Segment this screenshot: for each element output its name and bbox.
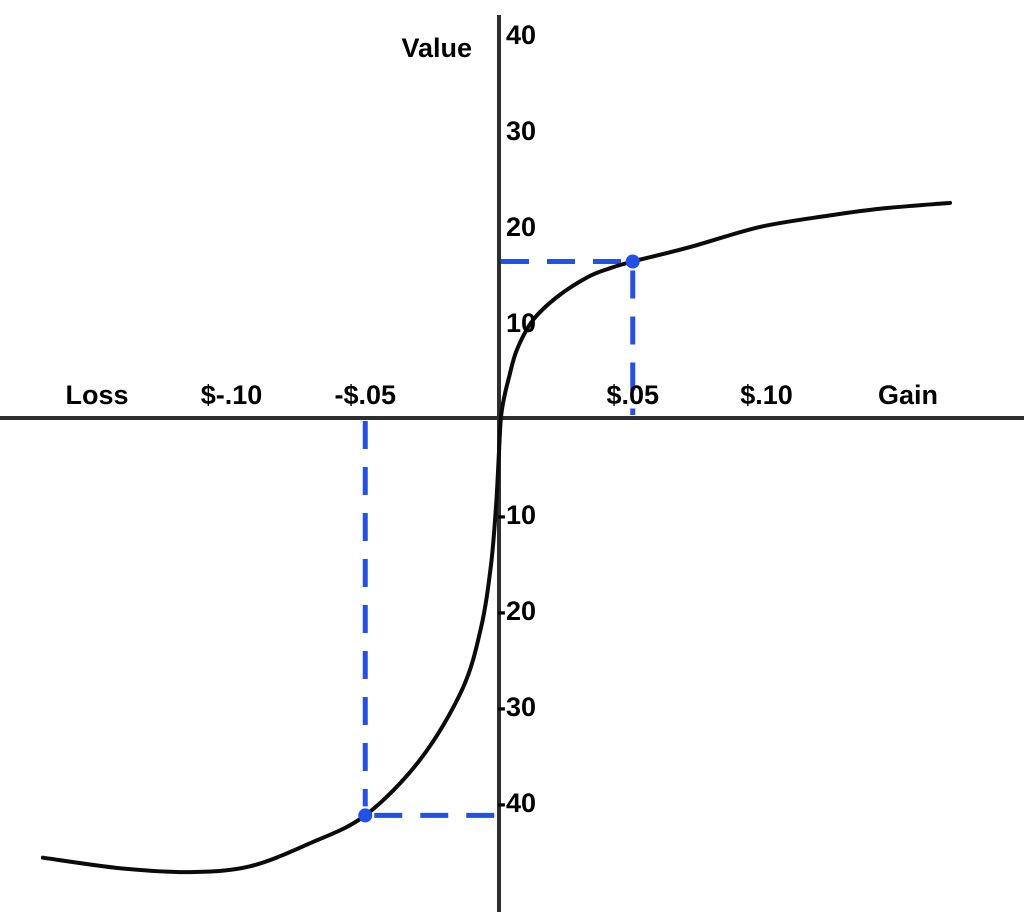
- value-function-curve: [40, 200, 952, 875]
- x-tick-label-0.1: $.10: [740, 380, 793, 410]
- y-tick-label-10: 10: [506, 308, 536, 338]
- y-tick-label--40: -40: [497, 788, 536, 818]
- highlight-point: [358, 808, 373, 823]
- x-tick-label--0.1: $-.10: [201, 380, 263, 410]
- y-tick-label--30: -30: [497, 692, 536, 722]
- x-tick-label-0.05: $.05: [606, 380, 659, 410]
- y-tick-label-40: 40: [506, 20, 536, 50]
- guide-lines: [362, 259, 636, 818]
- y-axis-title: Value: [401, 33, 472, 63]
- highlight-point: [625, 254, 640, 269]
- highlight-points: [358, 254, 640, 823]
- y-tick-label--10: -10: [497, 500, 536, 530]
- x-tick-label--0.05: -$.05: [334, 380, 396, 410]
- x-axis-label-gain: Gain: [878, 380, 938, 410]
- y-tick-label--20: -20: [497, 596, 536, 626]
- y-tick-label-30: 30: [506, 116, 536, 146]
- y-tick-label-20: 20: [506, 212, 536, 242]
- x-axis-label-loss: Loss: [65, 380, 128, 410]
- axis-labels: Value 40 30 20 10 -10 -20 -30 -40 $-.10 -$.05 $.05 $…: [65, 20, 938, 818]
